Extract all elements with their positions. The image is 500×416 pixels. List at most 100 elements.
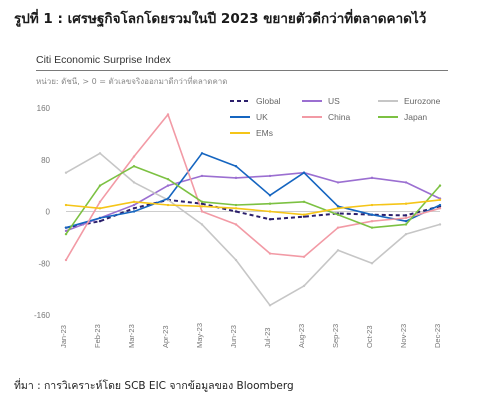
x-tick-label: Mar-23: [127, 324, 136, 348]
data-point: [132, 203, 136, 207]
legend-label: China: [328, 112, 350, 122]
data-point: [166, 113, 170, 116]
data-point: [64, 171, 68, 174]
chart-series: [64, 113, 442, 307]
data-point: [404, 216, 408, 220]
data-point: [98, 220, 102, 223]
data-point: [370, 226, 374, 229]
data-point: [438, 198, 442, 202]
data-point: [336, 207, 340, 210]
data-point: [370, 176, 374, 180]
series-line: [65, 199, 441, 216]
legend-item-uk: UK: [230, 112, 268, 122]
data-point: [438, 184, 442, 187]
legend-item-japan: Japan: [378, 112, 427, 122]
data-point: [302, 255, 306, 258]
y-tick-label: -80: [38, 259, 50, 268]
data-point: [370, 220, 374, 223]
chart-title: Citi Economic Surprise Index: [36, 54, 171, 66]
series-us: [64, 171, 442, 233]
data-point: [302, 284, 306, 288]
y-tick-label: 80: [41, 156, 50, 165]
data-point: [132, 200, 136, 203]
data-point: [438, 207, 442, 210]
x-tick-label: Oct-23: [365, 325, 374, 348]
data-point: [200, 205, 204, 208]
x-tick-label: Feb-23: [93, 324, 102, 348]
chart-legend: Global US Eurozone UK China Japan EMs: [230, 96, 441, 138]
x-tick-label: Nov-23: [399, 324, 408, 348]
data-point: [404, 181, 408, 184]
legend-label: Global: [256, 96, 281, 106]
data-point: [336, 181, 340, 184]
data-point: [64, 229, 68, 233]
data-point: [64, 232, 68, 236]
legend-label: Japan: [404, 112, 427, 122]
data-point: [268, 202, 272, 205]
data-point: [404, 202, 408, 205]
data-point: [166, 184, 170, 187]
data-point: [132, 155, 136, 158]
legend-item-ems: EMs: [230, 128, 273, 138]
data-point: [234, 207, 238, 210]
data-point: [404, 232, 408, 236]
data-point: [302, 215, 306, 218]
legend-label: EMs: [256, 128, 273, 138]
data-point: [336, 226, 340, 229]
data-point: [404, 220, 408, 223]
data-point: [370, 213, 374, 216]
y-tick-label: 0: [46, 208, 51, 217]
data-point: [132, 210, 136, 213]
figure-title: รูปที่ 1 : เศรษฐกิจโลกโดยรวมในปี 2023 ขย…: [14, 11, 427, 27]
x-tick-label: Sep-23: [331, 324, 340, 348]
legend-label: US: [328, 96, 340, 106]
data-point: [336, 205, 340, 208]
x-tick-label: Jan-23: [59, 325, 68, 348]
data-point: [234, 176, 238, 180]
series-japan: [64, 165, 442, 236]
data-point: [166, 177, 170, 181]
data-point: [200, 210, 204, 213]
data-point: [64, 258, 68, 262]
data-point: [302, 213, 306, 216]
x-tick-label: Jul-23: [263, 328, 272, 348]
series-china: [64, 113, 442, 262]
data-point: [98, 207, 102, 210]
series-ems: [64, 198, 442, 216]
data-point: [268, 218, 272, 221]
series-line: [65, 152, 441, 229]
data-point: [234, 223, 238, 226]
legend-item-us: US: [302, 96, 340, 106]
data-point: [438, 203, 442, 207]
data-point: [268, 304, 272, 307]
series-eurozone: [64, 152, 442, 307]
legend-label: Eurozone: [404, 96, 441, 106]
data-point: [438, 223, 442, 226]
legend-item-china: China: [302, 112, 350, 122]
x-tick-label: Aug-23: [297, 324, 306, 348]
data-point: [268, 174, 272, 178]
data-point: [268, 252, 272, 255]
data-point: [200, 202, 204, 205]
data-point: [132, 181, 136, 184]
series-line: [65, 113, 441, 261]
title-divider: [36, 70, 448, 71]
legend-label: UK: [256, 112, 268, 122]
data-point: [404, 223, 408, 226]
data-point: [336, 213, 340, 216]
data-point: [370, 203, 374, 207]
data-point: [336, 249, 340, 252]
series-line: [65, 198, 441, 229]
data-point: [166, 203, 170, 207]
data-point: [98, 216, 102, 220]
data-point: [370, 262, 374, 265]
data-point: [166, 197, 170, 200]
data-point: [98, 152, 102, 155]
data-point: [200, 152, 204, 155]
source-note: ที่มา : การวิเคราะห์โดย SCB EIC จากข้อมู…: [14, 380, 294, 392]
data-point: [98, 184, 102, 187]
data-point: [404, 214, 408, 217]
data-point: [234, 203, 238, 207]
x-tick-label: Jun-23: [229, 325, 238, 348]
